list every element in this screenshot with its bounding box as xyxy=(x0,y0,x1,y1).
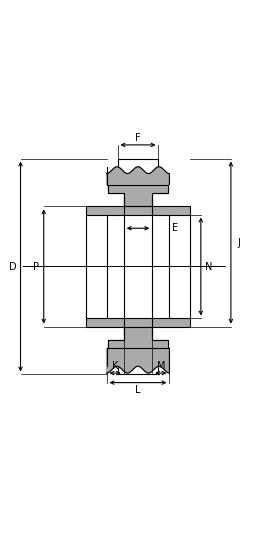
Text: K: K xyxy=(112,361,118,371)
Text: F: F xyxy=(135,133,141,143)
Polygon shape xyxy=(108,184,168,206)
Text: N: N xyxy=(205,262,213,271)
Polygon shape xyxy=(107,167,169,184)
Text: P: P xyxy=(33,262,39,271)
Text: J: J xyxy=(238,238,240,248)
Text: D: D xyxy=(9,262,16,271)
Text: L: L xyxy=(135,385,141,395)
Polygon shape xyxy=(107,349,169,373)
Bar xyxy=(86,206,190,215)
Text: E: E xyxy=(172,223,179,233)
Text: M: M xyxy=(156,361,165,371)
Polygon shape xyxy=(108,327,168,349)
Bar xyxy=(86,318,190,327)
